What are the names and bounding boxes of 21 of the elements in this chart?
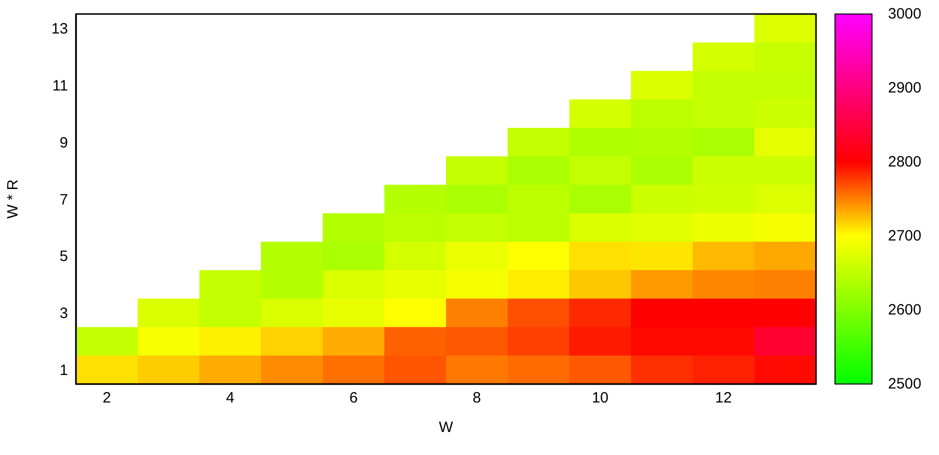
- y-tick-label: 5: [60, 248, 68, 266]
- y-tick-label: 11: [52, 77, 68, 94]
- y-tick-label: 3: [60, 305, 68, 322]
- color-bar-label: 2600: [888, 302, 922, 318]
- y-axis-title: W * R: [4, 179, 22, 219]
- y-tick-label: 7: [60, 191, 68, 208]
- color-bar-label: 2700: [888, 228, 922, 244]
- x-tick-label: 8: [472, 390, 482, 407]
- color-bar-label: 2800: [888, 154, 922, 170]
- x-axis-title: W: [438, 419, 454, 436]
- x-tick-label: 2: [102, 390, 112, 407]
- color-bar-label: 3000: [888, 6, 922, 22]
- y-tick-label: 1: [60, 362, 68, 380]
- y-tick-label: 13: [51, 20, 68, 38]
- x-tick-label: 10: [592, 390, 609, 407]
- color-bar-label: 2500: [888, 376, 922, 392]
- x-tick-label: 12: [715, 390, 732, 407]
- y-tick-label: 9: [60, 134, 68, 152]
- color-bar-label: 2900: [888, 80, 922, 96]
- x-tick-label: 4: [226, 390, 234, 407]
- x-tick-label: 6: [349, 390, 358, 407]
